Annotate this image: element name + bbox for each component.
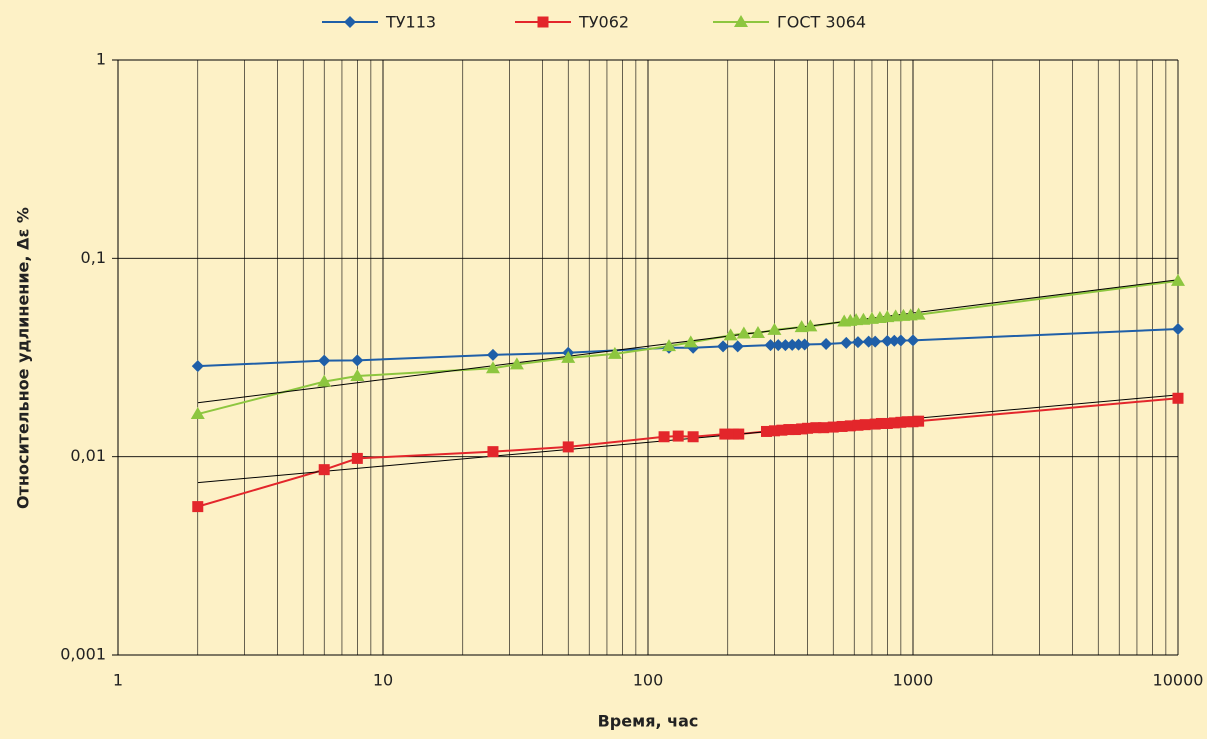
marker	[733, 428, 745, 440]
marker	[786, 338, 799, 351]
marker	[661, 339, 676, 352]
marker	[350, 369, 365, 382]
marker	[907, 334, 919, 347]
marker	[772, 339, 785, 352]
marker	[859, 419, 871, 431]
marker	[796, 423, 808, 435]
marker	[561, 350, 576, 363]
legend-label: ТУ113	[385, 13, 436, 32]
marker	[318, 464, 330, 476]
marker	[888, 334, 901, 347]
marker	[844, 420, 856, 432]
marker	[1172, 323, 1184, 336]
marker	[687, 431, 699, 443]
marker	[901, 416, 913, 428]
marker	[862, 335, 875, 348]
y-tick-label: 0,001	[60, 645, 106, 664]
x-tick-label: 10	[373, 671, 393, 690]
marker	[779, 339, 792, 352]
marker	[351, 452, 363, 464]
marker	[509, 357, 524, 370]
legend-label: ТУ062	[578, 13, 629, 32]
marker	[911, 307, 926, 320]
legend-marker	[537, 16, 549, 28]
marker	[836, 420, 848, 432]
marker	[760, 425, 772, 437]
marker	[1171, 273, 1185, 286]
marker	[881, 334, 894, 347]
marker	[894, 334, 907, 347]
x-tick-label: 100	[633, 671, 664, 690]
marker	[723, 328, 738, 341]
marker	[869, 335, 882, 348]
marker	[190, 407, 205, 420]
marker	[852, 419, 864, 431]
marker	[562, 441, 574, 453]
x-axis-title: Время, час	[598, 712, 699, 731]
marker	[767, 322, 782, 335]
marker	[881, 417, 893, 429]
marker	[486, 348, 499, 361]
marker	[717, 340, 730, 353]
marker	[818, 422, 830, 434]
marker	[736, 326, 751, 339]
y-tick-label: 1	[96, 50, 106, 69]
y-tick-label: 0,01	[70, 446, 106, 465]
marker	[731, 340, 744, 353]
marker	[888, 417, 900, 429]
marker	[851, 336, 864, 349]
series-line	[197, 397, 1179, 508]
legend-label: ГОСТ 3064	[777, 13, 866, 32]
y-tick-label: 0,1	[81, 248, 106, 267]
marker	[827, 421, 839, 433]
marker	[683, 335, 698, 348]
marker	[802, 422, 814, 434]
x-tick-label: 10000	[1153, 671, 1204, 690]
y-axis-title: Относительное удлинение, Δε %	[14, 207, 33, 509]
marker	[820, 337, 833, 350]
marker	[789, 424, 801, 436]
marker	[1172, 392, 1184, 404]
marker	[658, 431, 670, 443]
marker	[803, 319, 818, 332]
legend-marker	[734, 15, 748, 27]
marker	[351, 354, 364, 367]
marker	[798, 338, 811, 351]
marker	[840, 336, 853, 349]
marker	[913, 415, 925, 427]
marker	[485, 361, 500, 374]
marker	[672, 430, 684, 442]
marker	[869, 418, 881, 430]
marker	[317, 374, 332, 387]
marker	[776, 424, 788, 436]
x-tick-label: 1	[113, 671, 123, 690]
marker	[768, 425, 780, 437]
marker	[875, 417, 887, 429]
marker	[764, 339, 777, 352]
legend-marker	[344, 16, 356, 28]
marker	[607, 346, 622, 359]
marker	[907, 416, 919, 428]
x-tick-label: 1000	[893, 671, 934, 690]
marker	[192, 501, 204, 513]
marker	[487, 446, 499, 458]
marker	[719, 428, 731, 440]
marker	[191, 360, 204, 373]
marker	[783, 424, 795, 436]
marker	[810, 422, 822, 434]
marker	[895, 416, 907, 428]
marker	[318, 354, 331, 367]
marker	[750, 326, 765, 339]
